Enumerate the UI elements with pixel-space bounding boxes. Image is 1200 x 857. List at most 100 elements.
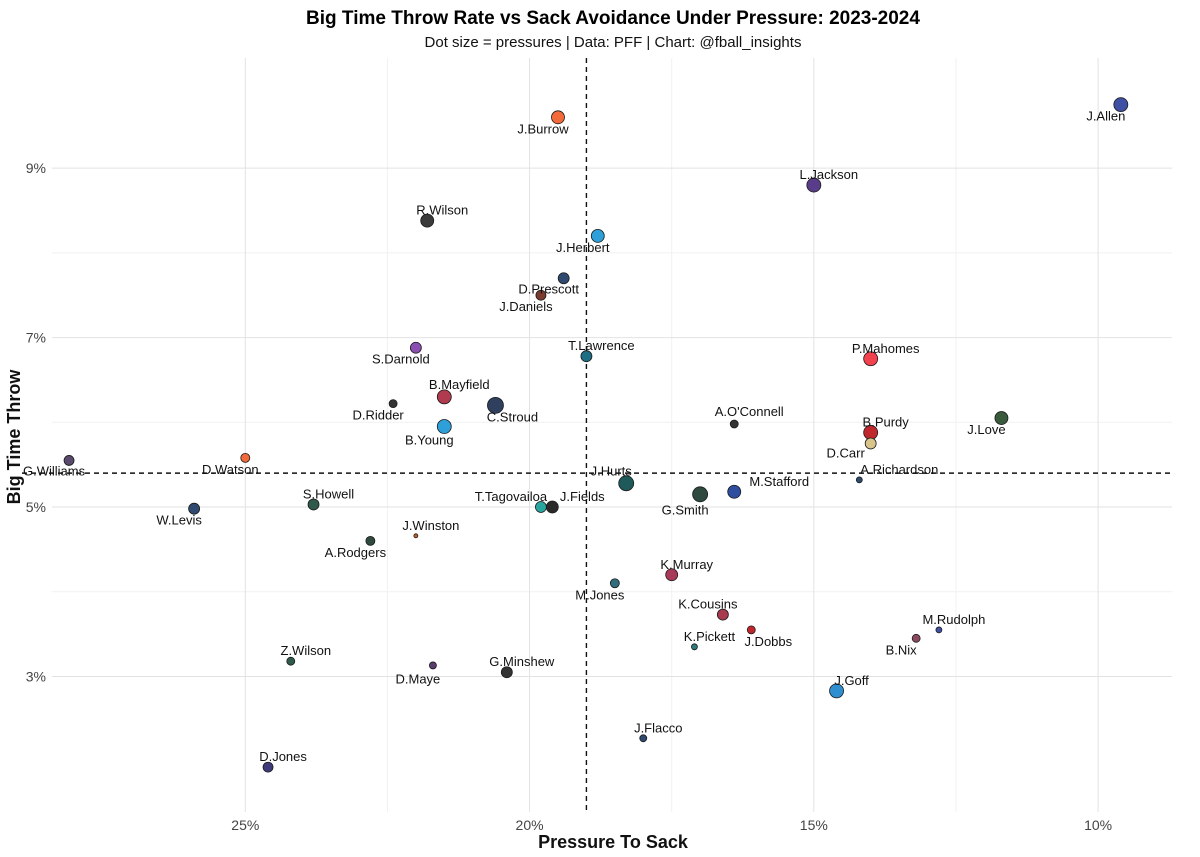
- y-tick-label: 3%: [26, 668, 46, 684]
- y-axis-title: Big Time Throw: [4, 369, 24, 505]
- x-tick-label: 10%: [1084, 817, 1112, 833]
- label-b-young: B.Young: [405, 433, 454, 448]
- point-l-jackson: [806, 177, 822, 193]
- reference-lines: [22, 58, 1172, 812]
- label-j-burrow: J.Burrow: [517, 121, 569, 136]
- label-j-flacco: J.Flacco: [634, 720, 682, 735]
- point-d-jones: [262, 761, 274, 773]
- point-j-dobbs: [746, 625, 756, 635]
- point-b-young: [436, 419, 452, 434]
- label-k-murray: K.Murray: [660, 557, 713, 572]
- label-m-jones: M.Jones: [575, 587, 625, 602]
- point-g-smith: [692, 486, 709, 503]
- y-tick-label: 5%: [26, 499, 46, 515]
- label-a-o-connell: A.O'Connell: [715, 404, 784, 419]
- label-j-love: J.Love: [967, 422, 1005, 437]
- label-d-carr: D.Carr: [827, 445, 866, 460]
- label-b-purdy: B.Purdy: [863, 414, 910, 429]
- label-j-hurts: J.Hurts: [591, 463, 633, 478]
- point-m-stafford: [727, 484, 742, 499]
- point-j-flacco: [639, 734, 648, 743]
- point-j-winston: [413, 533, 419, 539]
- point-a-richardson: [855, 476, 863, 484]
- label-a-richardson: A.Richardson: [860, 462, 938, 477]
- point-k-pickett: [691, 643, 698, 651]
- point-d-prescott: [557, 272, 570, 285]
- label-d-ridder: D.Ridder: [352, 408, 404, 423]
- point-j-herbert: [590, 229, 605, 243]
- point-labels: J.Allen J.Burrow L.Jackson R.Wilson J.Herber…: [23, 109, 1125, 765]
- x-tick-label: 20%: [516, 817, 544, 833]
- point-j-burrow: [551, 110, 565, 125]
- point-d-ridder: [388, 399, 398, 409]
- label-b-mayfield: B.Mayfield: [429, 377, 490, 392]
- label-k-cousins: K.Cousins: [678, 597, 738, 612]
- label-b-nix: B.Nix: [886, 642, 918, 657]
- label-g-smith: G.Smith: [662, 502, 709, 517]
- point-j-allen: [1113, 97, 1129, 112]
- point-j-goff: [829, 683, 844, 699]
- point-r-wilson: [420, 213, 435, 228]
- point-a-o-connell: [729, 419, 739, 429]
- point-k-murray: [665, 568, 679, 582]
- point-c-stroud: [487, 396, 504, 414]
- point-t-lawrence: [580, 350, 593, 363]
- label-c-stroud: C.Stroud: [487, 409, 538, 424]
- label-r-wilson: R.Wilson: [416, 203, 468, 218]
- label-z-wilson: Z.Wilson: [281, 643, 332, 658]
- label-j-allen: J.Allen: [1086, 109, 1125, 124]
- label-m-rudolph: M.Rudolph: [922, 612, 985, 627]
- label-j-fields: J.Fields: [560, 489, 605, 504]
- point-d-maye: [429, 661, 437, 670]
- point-s-howell: [307, 498, 320, 511]
- label-j-winston: J.Winston: [402, 518, 459, 533]
- label-d-jones: D.Jones: [259, 749, 307, 764]
- gridlines: [52, 58, 1172, 812]
- point-j-daniels: [535, 289, 547, 301]
- point-z-wilson: [286, 656, 296, 666]
- point-j-fields: [545, 500, 559, 514]
- point-m-jones: [609, 578, 620, 589]
- point-g-williams: [63, 455, 75, 466]
- label-j-herbert: J.Herbert: [556, 240, 610, 255]
- point-d-watson: [240, 452, 251, 463]
- axis-ticks: 25% 20% 15% 10% 3% 5% 7% 9%: [26, 160, 1112, 833]
- point-b-nix: [911, 633, 921, 643]
- point-a-rodgers: [365, 535, 376, 546]
- point-d-carr: [864, 437, 877, 450]
- x-tick-label: 15%: [800, 817, 828, 833]
- label-t-lawrence: T.Lawrence: [568, 338, 634, 353]
- label-m-stafford: M.Stafford: [749, 474, 809, 489]
- label-j-daniels: J.Daniels: [499, 299, 553, 314]
- point-g-minshew: [500, 666, 513, 679]
- label-k-pickett: K.Pickett: [684, 629, 736, 644]
- label-j-goff: J.Goff: [834, 673, 869, 688]
- point-j-love: [994, 411, 1009, 425]
- label-a-rodgers: A.Rodgers: [325, 545, 387, 560]
- label-j-dobbs: J.Dobbs: [744, 634, 792, 649]
- label-t-tagovailoa: T.Tagovailoa: [475, 489, 548, 504]
- x-tick-label: 25%: [231, 817, 259, 833]
- y-tick-label: 9%: [26, 160, 46, 176]
- label-l-jackson: L.Jackson: [800, 167, 859, 182]
- label-d-prescott: D.Prescott: [518, 281, 579, 296]
- label-s-darnold: S.Darnold: [372, 352, 430, 367]
- chart-subtitle: Dot size = pressures | Data: PFF | Chart…: [424, 34, 802, 51]
- point-b-mayfield: [436, 389, 452, 405]
- label-g-williams: G.Williams: [23, 463, 86, 478]
- chart-title: Big Time Throw Rate vs Sack Avoidance Un…: [306, 8, 920, 29]
- point-k-cousins: [716, 608, 729, 621]
- point-p-mahomes: [863, 351, 879, 367]
- label-w-levis: W.Levis: [156, 513, 202, 528]
- label-p-mahomes: P.Mahomes: [852, 341, 920, 356]
- y-tick-label: 7%: [26, 330, 46, 346]
- data-points: [63, 97, 1129, 773]
- point-s-darnold: [409, 341, 422, 354]
- point-w-levis: [188, 502, 201, 515]
- label-d-watson: D.Watson: [202, 462, 259, 477]
- label-s-howell: S.Howell: [303, 486, 354, 501]
- x-axis-title: Pressure To Sack: [538, 832, 689, 852]
- point-m-rudolph: [935, 626, 943, 634]
- point-j-hurts: [618, 475, 635, 492]
